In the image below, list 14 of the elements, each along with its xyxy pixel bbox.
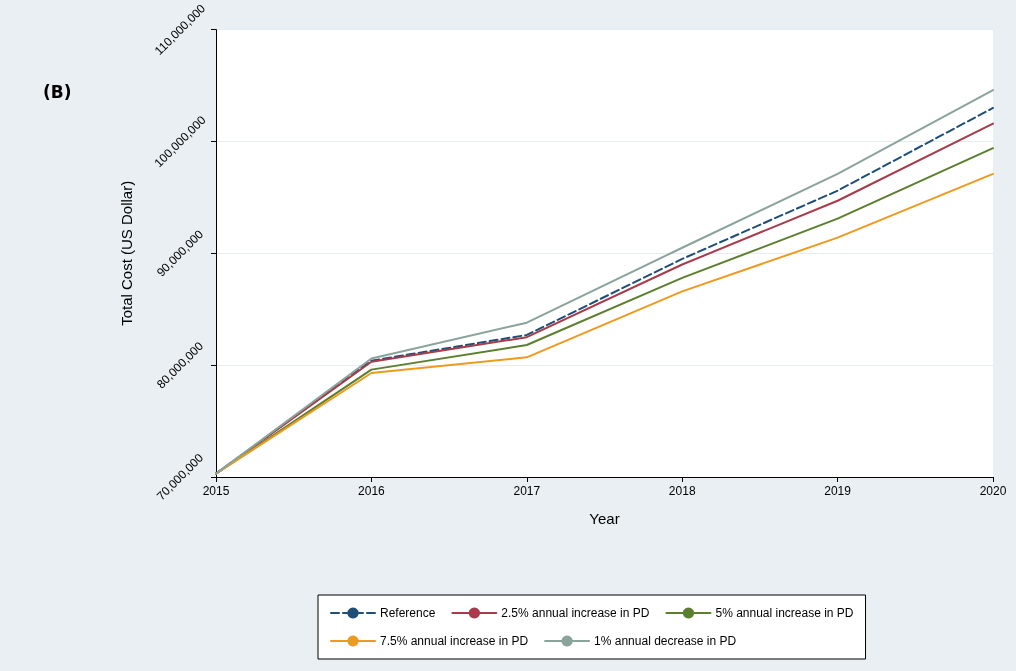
x-tick-label: 2015: [202, 484, 230, 498]
legend-label: 2.5% annual increase in PD: [501, 606, 650, 620]
x-axis-title: Year: [589, 510, 620, 527]
x-tick-label: 2016: [358, 484, 386, 498]
text: (B): [43, 81, 72, 102]
x-tick-label: 2017: [513, 484, 541, 498]
legend-label: 5% annual increase in PD: [715, 606, 854, 620]
x-tick-label: 2020: [979, 484, 1007, 498]
legend-label: Reference: [380, 606, 436, 620]
legend-label: 7.5% annual increase in PD: [380, 634, 529, 648]
x-tick-label: 2018: [668, 484, 696, 498]
legend-label: 1% annual decrease in PD: [594, 634, 737, 648]
y-axis-title: Total Cost (US Dollar): [118, 180, 135, 326]
x-tick-label: 2019: [824, 484, 852, 498]
